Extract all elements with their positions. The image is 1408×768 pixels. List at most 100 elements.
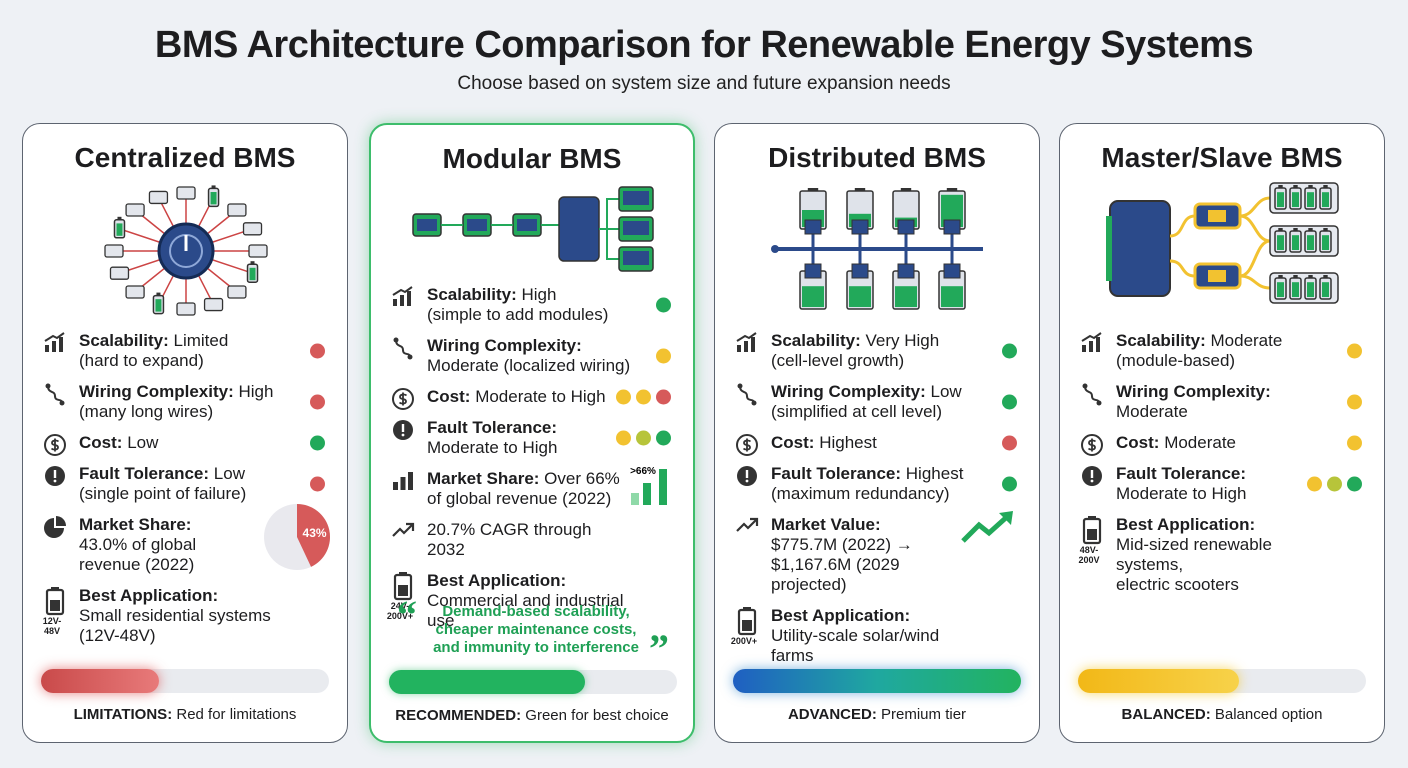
- graphic: [1239, 239, 1271, 278]
- row-text: Best Application: Mid-sized renewable sys…: [1116, 515, 1324, 595]
- graphic: [1278, 228, 1283, 231]
- graphic: [623, 191, 649, 205]
- info-row: Wiring Complexity: Low (simplified at cel…: [715, 382, 1039, 422]
- graphic: [895, 286, 917, 307]
- graphic: [44, 434, 66, 456]
- graphic: [44, 518, 64, 538]
- graphic: [248, 244, 268, 258]
- row-label: Fault Tolerance:: [427, 418, 558, 437]
- row-value: (simplified at cell level): [771, 402, 942, 421]
- card: Centralized BMS Scalability: Limited (hard…: [22, 123, 348, 743]
- info-row: Fault Tolerance: Low (single point of fai…: [23, 464, 347, 504]
- graphic: [1278, 185, 1283, 188]
- rating-dot: [1307, 476, 1322, 492]
- info-row: Scalability: Limited (hard to expand): [23, 331, 347, 371]
- graphic: [599, 198, 619, 230]
- graphic: [1090, 479, 1094, 483]
- graphic: [849, 286, 871, 307]
- graphic: [45, 588, 65, 616]
- info-row: Fault Tolerance: Moderate to High: [371, 418, 693, 458]
- graphic: [44, 332, 65, 352]
- graphic: [737, 383, 743, 389]
- graphic: [297, 504, 330, 567]
- graphic: [943, 219, 961, 235]
- row-value: Low: [213, 464, 245, 483]
- graphic: [1322, 282, 1329, 297]
- rating-dot: [1002, 476, 1017, 492]
- row-icon: [1080, 464, 1104, 493]
- graphic: [44, 516, 66, 538]
- graphic: [659, 469, 667, 505]
- graphic: [407, 291, 411, 306]
- graphic: [771, 245, 779, 253]
- graphic: [412, 186, 654, 272]
- graphic: [176, 186, 196, 200]
- row-value: Highest: [905, 464, 964, 483]
- row-label: Wiring Complexity:: [427, 336, 582, 355]
- graphic: [393, 299, 397, 306]
- rating-dots: [656, 297, 671, 313]
- graphic: [900, 188, 912, 191]
- graphic: [1307, 235, 1314, 250]
- row-label: Cost:: [79, 433, 123, 452]
- row-text: Best Application: Small residential syste…: [79, 586, 287, 646]
- graphic: [941, 286, 963, 307]
- row-label: Scalability:: [1116, 331, 1206, 350]
- graphic: [1239, 274, 1271, 290]
- graphic: [1208, 270, 1226, 282]
- graphic: [1322, 192, 1329, 207]
- row-value: Very High: [865, 331, 940, 350]
- graphic: [59, 400, 65, 406]
- row-label: Market Value:: [771, 515, 881, 534]
- graphic: [750, 517, 759, 526]
- graphic: [50, 600, 60, 611]
- graphic: [961, 511, 1013, 543]
- graphic: [517, 219, 537, 231]
- graphic: [751, 337, 755, 352]
- graphic: [1292, 282, 1299, 297]
- graphic: [1096, 337, 1100, 352]
- graphic: [1308, 228, 1313, 231]
- graphic: [467, 219, 487, 231]
- row-label: Fault Tolerance:: [79, 464, 210, 483]
- graphic: [1277, 235, 1284, 250]
- graphic: [45, 466, 65, 486]
- graphic: [392, 522, 415, 537]
- quote-line: and immunity to interference: [433, 639, 639, 656]
- graphic: [1109, 200, 1171, 297]
- graphic: [1106, 216, 1112, 281]
- graphic: [1323, 185, 1328, 188]
- row-value: 20.7% CAGR through 2032: [427, 520, 592, 559]
- graphic: [1239, 214, 1271, 243]
- rating-dots: [310, 476, 325, 492]
- rating-dots: [1347, 394, 1362, 410]
- graphic: [1106, 182, 1339, 304]
- graphic: [737, 345, 741, 352]
- graphic: [1081, 434, 1103, 456]
- graphic: [125, 203, 145, 217]
- row-icon: [43, 331, 67, 358]
- graphic: [743, 607, 751, 610]
- graphic: [1307, 192, 1314, 207]
- graphic: [393, 337, 413, 360]
- graphic: [176, 302, 196, 316]
- voltage-badge: 48V-200V: [1078, 545, 1100, 565]
- graphic: [1208, 210, 1226, 222]
- row-icon: [1080, 331, 1104, 358]
- graphic: [745, 479, 749, 483]
- graphic: 43%: [264, 504, 330, 570]
- graphic: [227, 203, 247, 217]
- row-value: Mid-sized renewable systems,: [1116, 535, 1272, 574]
- graphic: [854, 188, 866, 191]
- card-title: Modular BMS: [442, 143, 622, 174]
- graphic: [125, 285, 145, 299]
- graphic: [897, 219, 915, 235]
- footer-label: ADVANCED:: [787, 706, 877, 723]
- row-value: Limited: [173, 331, 229, 350]
- illustration: [23, 176, 349, 331]
- graphic: [631, 493, 639, 505]
- row-label: Best Application:: [1116, 515, 1256, 534]
- quote: Demand-based scalability, cheaper mainten…: [391, 603, 681, 657]
- graphic: [399, 572, 407, 575]
- pie-chart: 43%: [263, 503, 331, 576]
